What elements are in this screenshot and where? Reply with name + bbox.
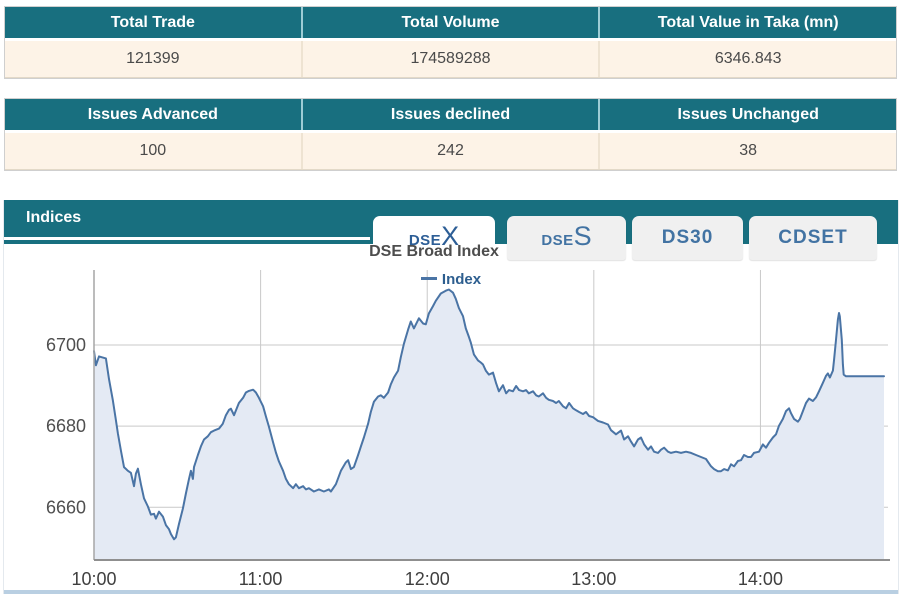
tab-dsex[interactable]: DSE X [373, 216, 495, 266]
x-axis-label: 14:00 [738, 569, 783, 589]
series-line [93, 288, 885, 541]
y-axis-label: 6660 [46, 497, 86, 517]
chart-legend: Index [4, 271, 898, 288]
indices-panel-title: Indices [26, 209, 82, 226]
trade-summary-header-row: Total Trade Total Volume Total Value in … [5, 7, 896, 41]
tab-cdset[interactable]: CDSET [749, 216, 877, 260]
index-area-chart: 6660 6680 6700 10:00 11:00 12:00 13:00 14:00 [46, 270, 890, 589]
tab-dses-label: DSE S [541, 221, 592, 251]
tab-ds30[interactable]: DS30 [632, 216, 743, 260]
total-volume-header: Total Volume [300, 7, 599, 38]
trade-summary-value-row: 121399 174589288 6346.843 [5, 41, 896, 78]
x-axis-label: 12:00 [405, 569, 450, 589]
issues-advanced-value: 100 [139, 142, 167, 159]
tab-ds30-label: DS30 [661, 227, 714, 248]
y-axis-labels: 6660 6680 6700 [46, 335, 86, 517]
x-axis-label: 11:00 [239, 569, 283, 589]
issues-summary-table: Issues Advanced Issues declined Issues U… [4, 98, 897, 171]
trade-summary-table: Total Trade Total Volume Total Value in … [4, 6, 897, 79]
header-bar-divider [4, 237, 370, 240]
total-value-header: Total Value in Taka (mn) [598, 7, 896, 38]
issues-summary-value-row: 100 242 38 [5, 133, 896, 170]
issues-summary-header-row: Issues Advanced Issues declined Issues U… [5, 99, 896, 133]
x-axis-labels: 10:00 11:00 12:00 13:00 14:00 [71, 569, 782, 589]
legend-line-swatch [420, 277, 437, 281]
issues-declined-header: Issues declined [300, 99, 599, 130]
y-axis-label: 6700 [46, 335, 86, 355]
tab-dses[interactable]: DSE S [507, 216, 626, 260]
x-axis-label: 10:00 [71, 569, 116, 589]
x-axis-label: 13:00 [571, 569, 616, 589]
total-value-value: 6346.843 [598, 41, 896, 77]
series-area [94, 289, 884, 560]
issues-unchanged-value: 38 [598, 133, 896, 169]
y-axis-label: 6680 [46, 416, 86, 436]
tab-cdset-label: CDSET [778, 227, 848, 248]
issues-declined-value: 242 [300, 133, 599, 169]
total-volume-value: 174589288 [300, 41, 599, 77]
indices-panel: Indices DSE X DSE S DS30 CDSET DSE Broad I… [3, 200, 899, 594]
panel-bottom-border [4, 590, 898, 594]
issues-unchanged-header: Issues Unchanged [598, 99, 896, 130]
tab-dsex-label: DSE X [408, 221, 460, 251]
issues-advanced-header: Issues Advanced [87, 106, 218, 123]
total-trade-value: 121399 [126, 50, 180, 67]
chart-title: DSE Broad Index [369, 243, 499, 260]
total-trade-header: Total Trade [110, 14, 195, 31]
legend-series-label: Index [441, 271, 482, 288]
